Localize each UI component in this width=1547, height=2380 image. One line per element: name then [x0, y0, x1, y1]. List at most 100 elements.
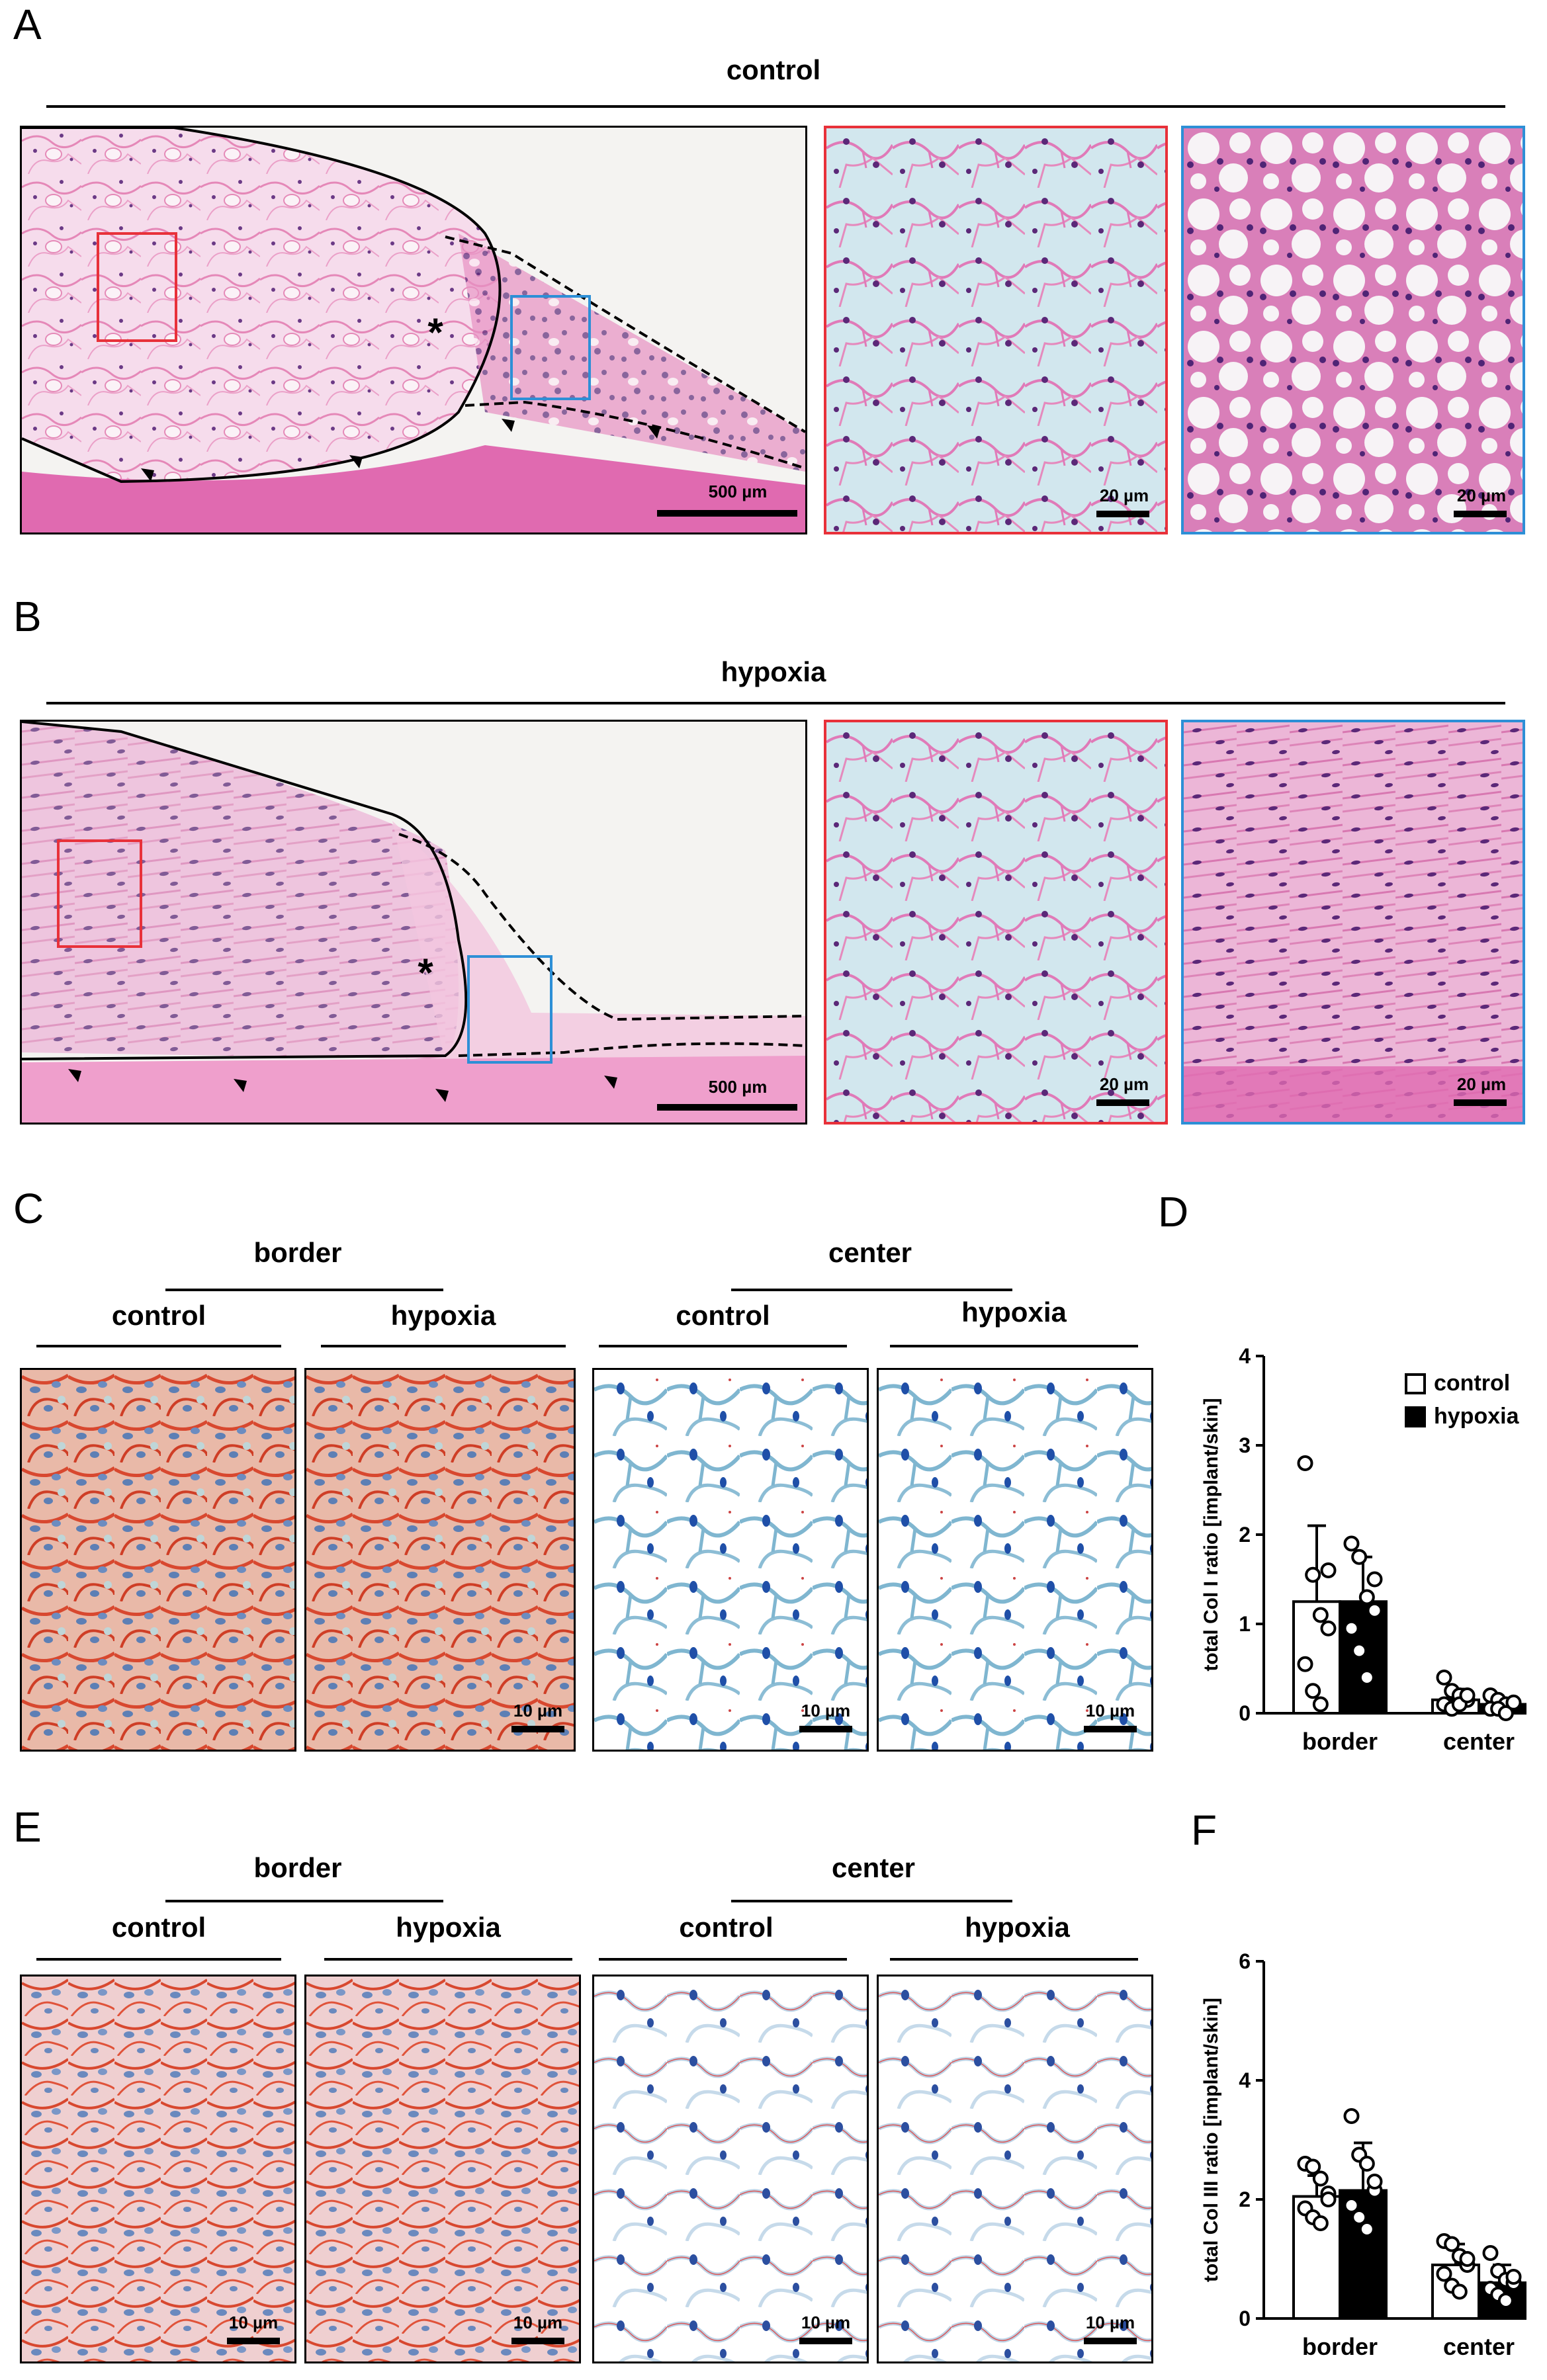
panel-e-scalebar-label-4: 10 µm — [1085, 2313, 1135, 2332]
panel-c-scalebar-2 — [799, 1726, 852, 1732]
y-axis-label: total Col III ratio [implant/skin] — [1200, 1998, 1222, 2282]
panel-e-group-center: center — [831, 1852, 916, 1883]
data-point — [1343, 1535, 1360, 1552]
panel-e-scalebar-2 — [511, 2338, 564, 2344]
panel-c-scalebar-3 — [1084, 1726, 1137, 1732]
y-tick-label: 2 — [1239, 1523, 1251, 1547]
panel-a-red-scalebar-label: 20 µm — [1099, 486, 1149, 505]
data-point — [1482, 2245, 1499, 2261]
panel-a-title: control — [726, 54, 821, 85]
y-axis-label: total Col I ratio [implant/skin] — [1200, 1398, 1222, 1671]
panel-label-a: A — [13, 1, 42, 48]
data-point — [1459, 1687, 1476, 1703]
panel-e-label-control-1: control — [111, 1912, 206, 1943]
data-point — [1351, 1549, 1368, 1565]
data-point — [1366, 1602, 1383, 1619]
panel-b-title: hypoxia — [721, 656, 826, 687]
y-tick-label: 0 — [1239, 1701, 1251, 1725]
panel-e-border-control-image: 10 µm — [20, 1975, 296, 2363]
panel-label-f: F — [1191, 1806, 1217, 1854]
legend-label: hypoxia — [1434, 1404, 1520, 1429]
data-point — [1497, 1705, 1514, 1721]
panel-c-scalebar-label-3: 10 µm — [1085, 1701, 1135, 1721]
panel-a-blue-zoom-image: 20 µm — [1181, 126, 1525, 534]
panel-e-rule-2 — [324, 1958, 572, 1961]
panel-e-label-hypoxia-2: hypoxia — [965, 1912, 1070, 1943]
data-point — [1305, 2158, 1321, 2175]
panel-a-overview-image: * 500 µm — [20, 126, 807, 534]
data-point — [1358, 1589, 1375, 1605]
y-tick-label: 4 — [1239, 2068, 1251, 2092]
panel-f-chart: 0 2 4 6 total Col III ratio [implant/skin] bo… — [1200, 1949, 1526, 2360]
panel-c-rule-4 — [890, 1345, 1138, 1347]
data-point — [1358, 2221, 1375, 2237]
data-point — [1358, 1670, 1375, 1685]
panel-b-rule — [46, 702, 1505, 704]
panel-c-center-control-image: 10 µm — [592, 1368, 869, 1752]
panel-e-border-rule — [165, 1900, 443, 1902]
x-tick-label: border — [1302, 2333, 1378, 2360]
panel-c-center-hypoxia-image: 10 µm — [877, 1368, 1153, 1752]
panel-e-scalebar-label-1: 10 µm — [228, 2313, 279, 2332]
data-point — [1343, 2108, 1360, 2124]
data-point — [1320, 1620, 1337, 1636]
data-point — [1312, 2170, 1329, 2187]
panel-e-center-hypoxia-image: 10 µm — [877, 1975, 1153, 2363]
panel-label-c: C — [13, 1185, 44, 1232]
legend-swatch — [1405, 1406, 1426, 1427]
panel-b-blue-zoom-image: 20 µm — [1181, 720, 1525, 1125]
panel-c-rule-1 — [36, 1345, 281, 1347]
panel-c-group-border: border — [253, 1237, 342, 1268]
panel-b-blue-scalebar — [1454, 1099, 1507, 1106]
panel-c-group-center: center — [828, 1237, 912, 1268]
panel-c-rule-2 — [321, 1345, 566, 1347]
legend-label: control — [1434, 1371, 1510, 1396]
panel-b-blue-scalebar-label: 20 µm — [1456, 1074, 1507, 1094]
panel-b-scalebar-label-500: 500 µm — [708, 1077, 768, 1097]
data-point — [1444, 2236, 1460, 2252]
y-tick-label: 1 — [1239, 1612, 1251, 1636]
panel-b-red-scalebar — [1096, 1099, 1149, 1106]
panel-e-border-hypoxia-image: 10 µm — [304, 1975, 581, 2363]
y-tick-label: 4 — [1239, 1344, 1251, 1368]
panel-e-scalebar-1 — [227, 2338, 280, 2344]
data-point — [1297, 1656, 1313, 1672]
panel-e-scalebar-4 — [1084, 2338, 1137, 2344]
panel-e-label-control-2: control — [679, 1912, 774, 1943]
data-point — [1320, 2191, 1337, 2207]
y-tick-label: 6 — [1239, 1949, 1251, 1973]
panel-a-rule — [46, 105, 1505, 108]
data-point — [1297, 1455, 1313, 1471]
panel-b-red-scalebar-label: 20 µm — [1099, 1074, 1149, 1094]
data-point — [1312, 2215, 1329, 2231]
panel-c-scalebar-label-1: 10 µm — [513, 1701, 563, 1721]
x-tick-label: border — [1302, 1728, 1378, 1755]
x-tick-label: center — [1443, 1728, 1515, 1755]
panel-e-rule-3 — [599, 1958, 847, 1961]
panel-c-label-hypoxia-2: hypoxia — [961, 1296, 1067, 1328]
panel-c-label-hypoxia-1: hypoxia — [390, 1300, 496, 1331]
panel-d-chart: 0 1 2 3 4 total Col I ratio [implant/skin] bor… — [1200, 1344, 1526, 1755]
data-point — [1343, 2197, 1360, 2213]
x-tick-label: center — [1443, 2333, 1515, 2360]
panel-e-scalebar-label-3: 10 µm — [801, 2313, 851, 2332]
data-point — [1505, 2269, 1522, 2285]
data-point — [1312, 1696, 1329, 1713]
panel-e-rule-1 — [36, 1958, 281, 1961]
panel-c-center-rule — [731, 1289, 1012, 1291]
data-point — [1320, 1562, 1337, 1578]
panel-a-blue-scalebar-label: 20 µm — [1456, 486, 1507, 505]
data-point — [1505, 1694, 1522, 1711]
panel-label-b: B — [13, 593, 42, 640]
panel-c-border-control-image — [20, 1368, 296, 1752]
panel-a-blue-scalebar — [1454, 511, 1507, 517]
panel-e-scalebar-label-2: 10 µm — [513, 2313, 563, 2332]
panel-c-scalebar-1 — [511, 1726, 564, 1732]
data-point — [1351, 2209, 1368, 2225]
data-point — [1351, 1642, 1368, 1659]
panel-c-rule-3 — [599, 1345, 847, 1347]
panel-e-rule-4 — [890, 1958, 1138, 1961]
data-point — [1436, 2266, 1452, 2282]
data-point — [1366, 2174, 1383, 2189]
